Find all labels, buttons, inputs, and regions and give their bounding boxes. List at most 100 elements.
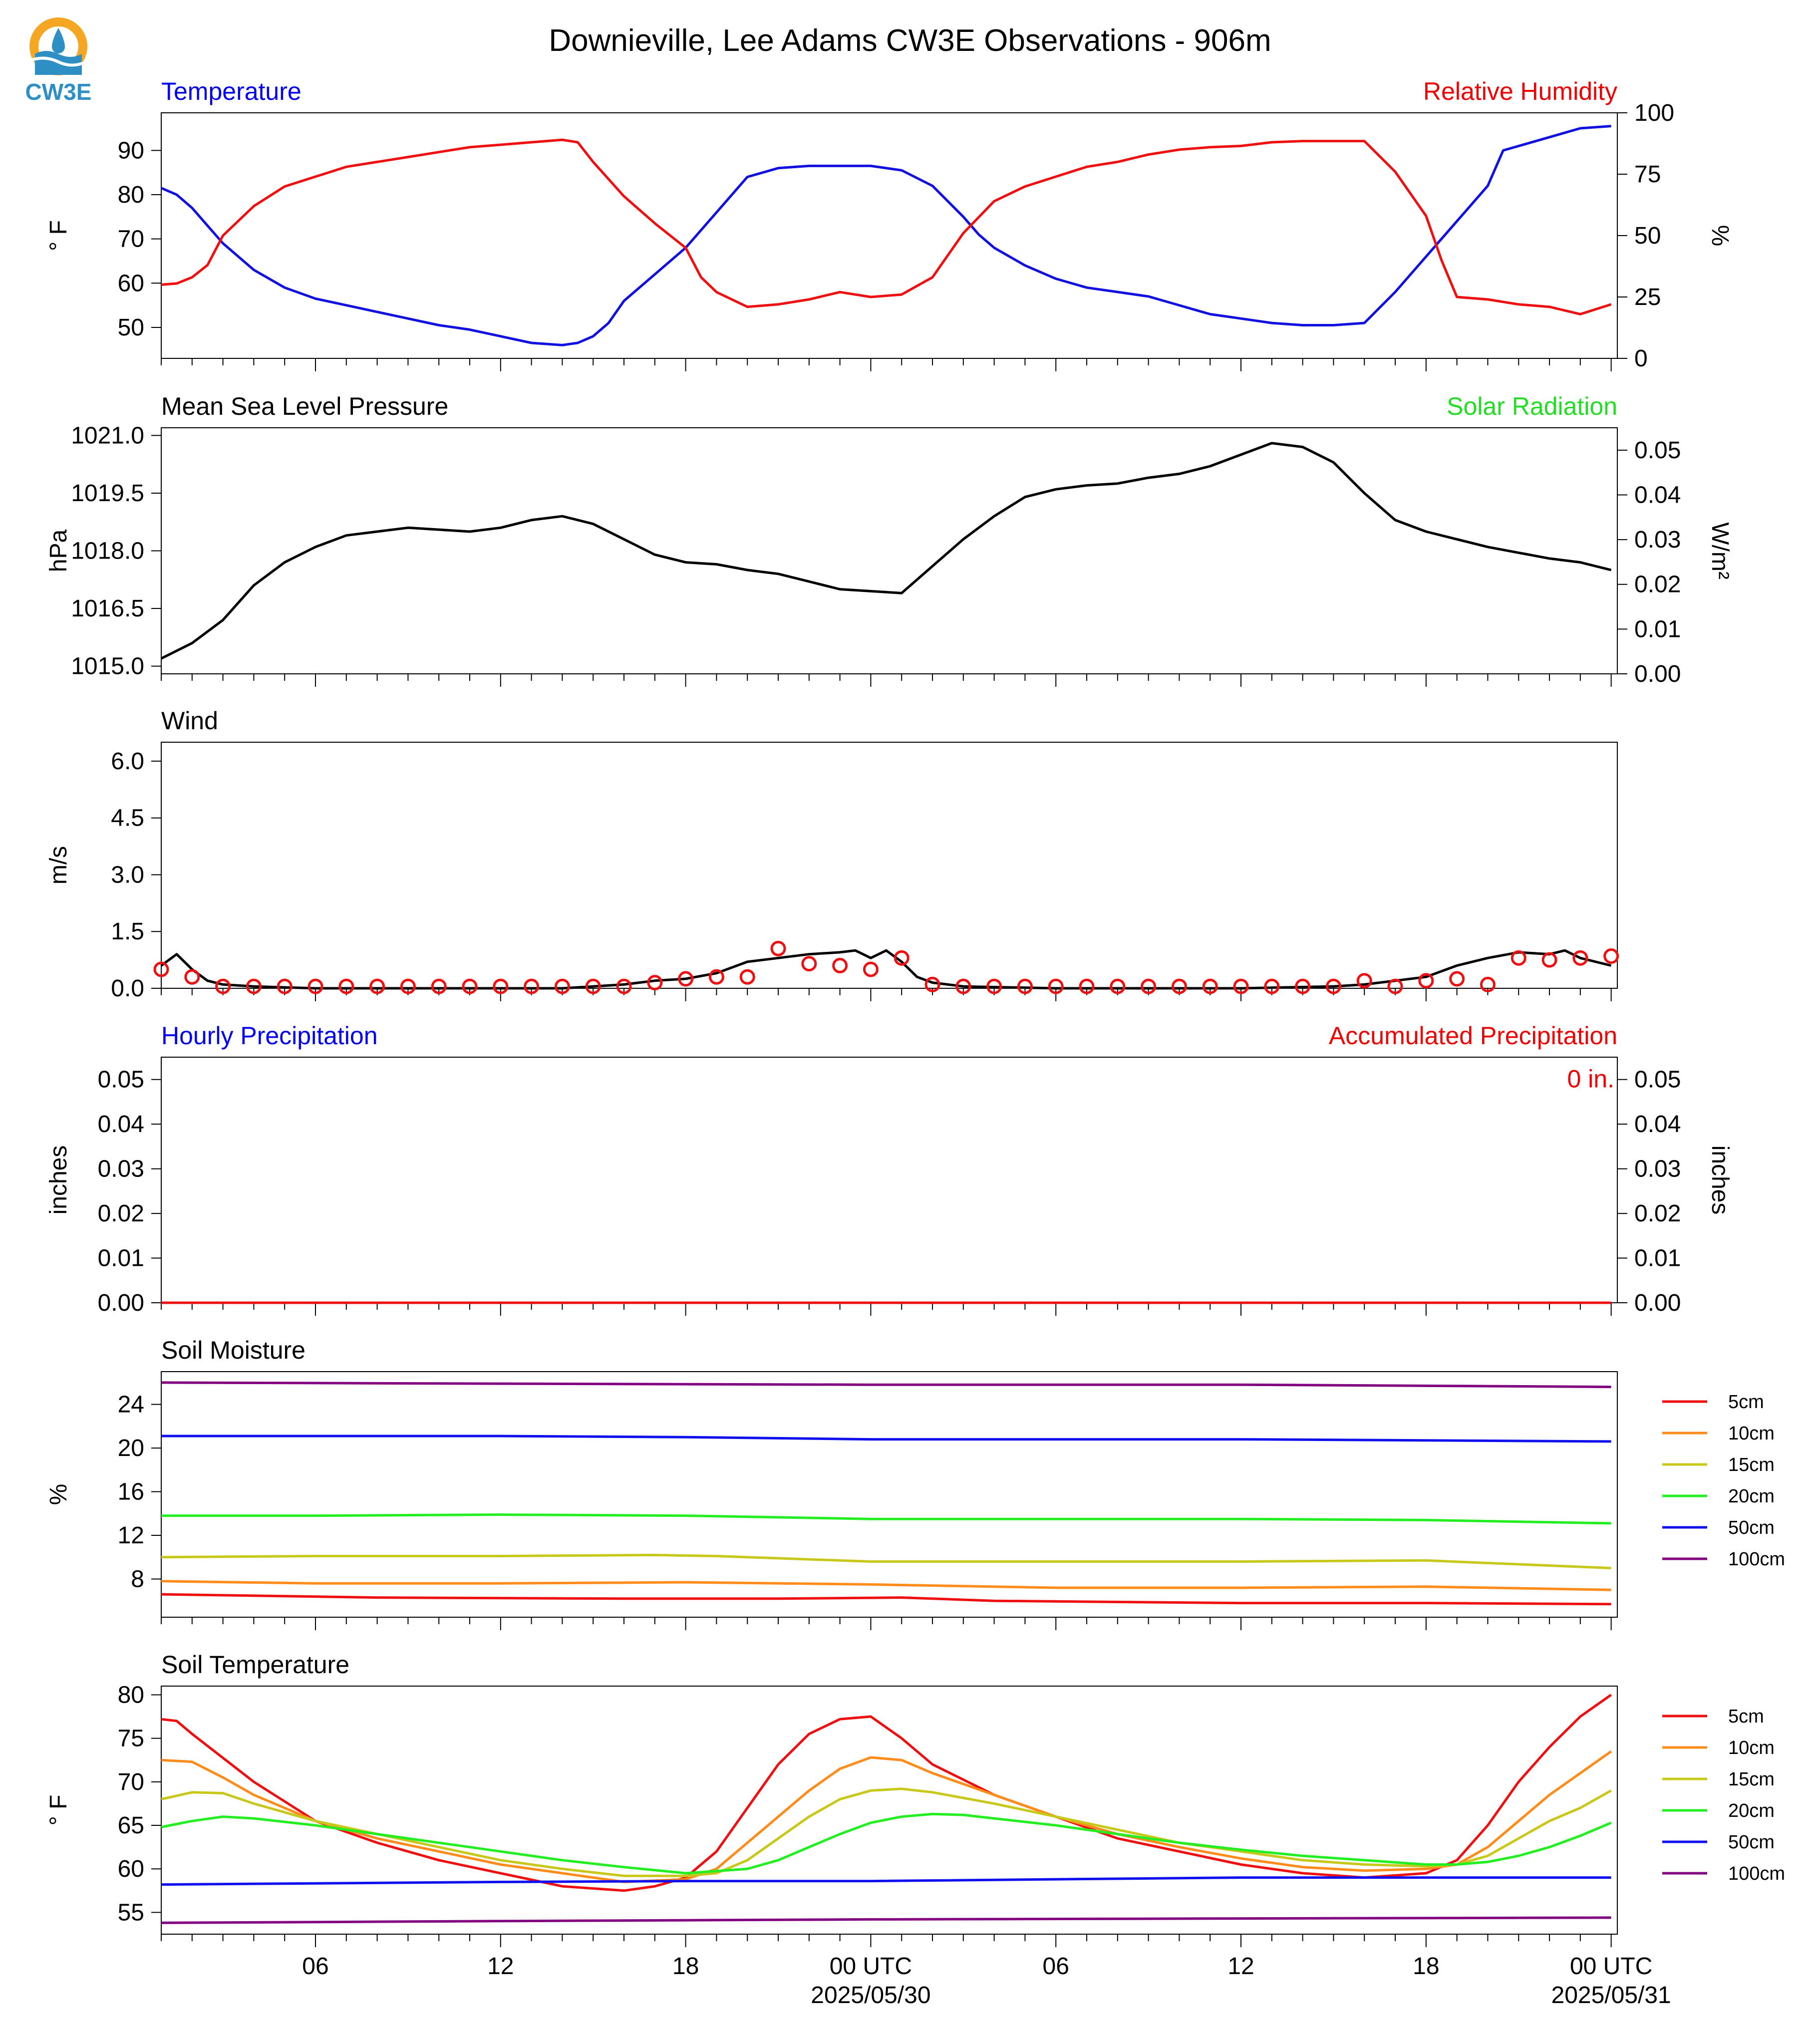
series-line <box>161 138 1612 315</box>
x-tick-label: 00 UTC <box>830 1953 912 1980</box>
y-tick-label-right: 100 <box>1634 100 1674 126</box>
y-tick-label-left: 6.0 <box>111 748 144 775</box>
y-axis-label-left: m/s <box>45 846 72 884</box>
y-tick-label-right: 0.01 <box>1634 1245 1681 1272</box>
legend-label: 100cm <box>1728 1863 1785 1884</box>
wind-gust-marker <box>307 978 323 994</box>
x-tick-label: 18 <box>1413 1953 1439 1980</box>
y-tick-label-left: 1018.0 <box>71 538 144 565</box>
y-tick-label-left: 24 <box>118 1392 144 1418</box>
wind-gust-marker <box>1017 978 1033 994</box>
wind-gust-marker <box>1603 948 1619 964</box>
y-tick-label-right: 50 <box>1634 223 1661 249</box>
series-line-10cm <box>161 1580 1611 1591</box>
wind-gust-marker <box>616 978 632 994</box>
y-tick-label-left: 3.0 <box>111 862 144 888</box>
y-tick-label-right: 0.00 <box>1634 661 1681 687</box>
legend-label: 100cm <box>1728 1549 1785 1570</box>
y-tick-label-left: 1019.5 <box>71 480 144 507</box>
panel-title-left: Soil Moisture <box>161 1336 305 1364</box>
wind-gust-marker <box>1233 978 1249 994</box>
wind-gust-marker <box>1110 978 1126 994</box>
series-line-20cm <box>161 1513 1611 1525</box>
y-tick-label-left: 60 <box>118 1856 144 1882</box>
wind-gust-marker <box>924 976 940 992</box>
y-tick-label-left: 4.5 <box>111 805 144 832</box>
wind-gust-marker <box>955 978 971 994</box>
panel-frame <box>161 742 1618 989</box>
wind-gust-marker <box>1325 978 1341 994</box>
series-line-100cm <box>161 1381 1611 1389</box>
panel-title-left: Temperature <box>161 77 302 105</box>
page-title: Downieville, Lee Adams CW3E Observations… <box>549 23 1271 58</box>
wind-gust-marker <box>1202 978 1218 994</box>
y-axis-label-left: inches <box>45 1146 72 1215</box>
y-tick-label-right: 0.00 <box>1634 1290 1681 1316</box>
y-tick-label-right: 0.05 <box>1634 437 1681 464</box>
panel-title-left: Wind <box>161 707 218 735</box>
wind-gust-marker <box>1264 978 1280 994</box>
y-tick-label-right: 0.05 <box>1634 1067 1681 1093</box>
accumulated-total-label: 0 in. <box>1567 1065 1614 1093</box>
y-tick-label-right: 0.02 <box>1634 572 1681 598</box>
series-line <box>161 125 1611 346</box>
wind-gust-marker <box>863 961 879 977</box>
series-line-50cm <box>161 1876 1611 1886</box>
panel-title-left: Hourly Precipitation <box>161 1022 378 1050</box>
y-tick-label-left: 0.02 <box>98 1200 144 1227</box>
y-tick-label-left: 75 <box>118 1726 144 1752</box>
wind-gust-marker <box>708 969 724 985</box>
wind-gust-marker <box>1387 978 1403 994</box>
legend-label: 10cm <box>1728 1738 1775 1758</box>
series-line <box>160 442 1612 660</box>
series-line-50cm <box>161 1435 1611 1443</box>
y-tick-label-right: 25 <box>1634 284 1661 310</box>
legend-label: 20cm <box>1728 1800 1775 1821</box>
wind-gust-marker <box>184 969 200 985</box>
panel-temperature-humidity: Temperature Relative Humidity 50 60 70 80 90 0 2… <box>45 77 1733 372</box>
y-tick-label-left: 65 <box>118 1812 144 1839</box>
legend-label: 50cm <box>1728 1832 1775 1853</box>
y-tick-label-left: 0.0 <box>111 975 144 1002</box>
wind-gust-marker <box>1541 952 1557 968</box>
wind-gust-marker <box>431 978 447 994</box>
wind-gust-marker <box>894 950 910 966</box>
wind-gust-marker <box>1511 950 1526 966</box>
wind-gust-marker <box>153 961 169 977</box>
y-tick-label-left: 90 <box>118 137 144 164</box>
wind-gust-marker <box>369 978 385 994</box>
y-tick-label-right: 0.03 <box>1634 527 1681 553</box>
x-tick-label: 12 <box>487 1953 514 1980</box>
wind-gust-marker <box>1480 976 1496 992</box>
y-axis-label-right: % <box>1707 225 1733 247</box>
y-tick-label-left: 1015.0 <box>71 653 144 680</box>
series-line-5cm <box>161 1593 1611 1606</box>
y-tick-label-right: 0 <box>1634 345 1648 372</box>
wind-gust-marker <box>493 978 509 994</box>
wind-gust-marker <box>585 978 601 994</box>
y-tick-label-right: 0.04 <box>1634 482 1681 508</box>
y-axis-label-left: hPa <box>45 529 72 572</box>
y-axis-label-left: % <box>45 1484 72 1505</box>
y-tick-label-left: 55 <box>118 1899 144 1926</box>
x-date-label: 2025/05/31 <box>1551 1982 1671 2009</box>
legend-label: 15cm <box>1728 1454 1775 1475</box>
panel-title-left: Soil Temperature <box>161 1651 349 1679</box>
panel-soil-moisture: Soil Moisture 8 12 16 20 24% 5cm 10cm 15cm 20cm 50… <box>45 1336 1785 1630</box>
panel-frame <box>161 1371 1618 1618</box>
y-tick-label-left: 8 <box>131 1566 144 1592</box>
y-tick-label-left: 0.01 <box>98 1245 144 1272</box>
panel-title-right: Relative Humidity <box>1423 77 1617 105</box>
y-axis-label-right: inches <box>1707 1146 1733 1215</box>
y-tick-label-left: 80 <box>118 182 144 208</box>
wind-gust-marker <box>400 978 416 994</box>
series-line-15cm <box>161 1553 1611 1570</box>
y-axis-label-left: ° F <box>45 1795 72 1826</box>
y-tick-label-right: 0.03 <box>1634 1156 1681 1182</box>
wind-gust-marker <box>647 975 663 991</box>
panel-soil-temperature: Soil Temperature 55 60 65 70 75 80 ° F 5cm 10cm 15… <box>45 1651 1785 2009</box>
legend-label: 20cm <box>1728 1486 1775 1507</box>
logo-text: CW3E <box>25 79 92 105</box>
panel-wind: Wind 0.0 1.5 3.0 4.5 6.0 m/s <box>45 707 1619 1002</box>
